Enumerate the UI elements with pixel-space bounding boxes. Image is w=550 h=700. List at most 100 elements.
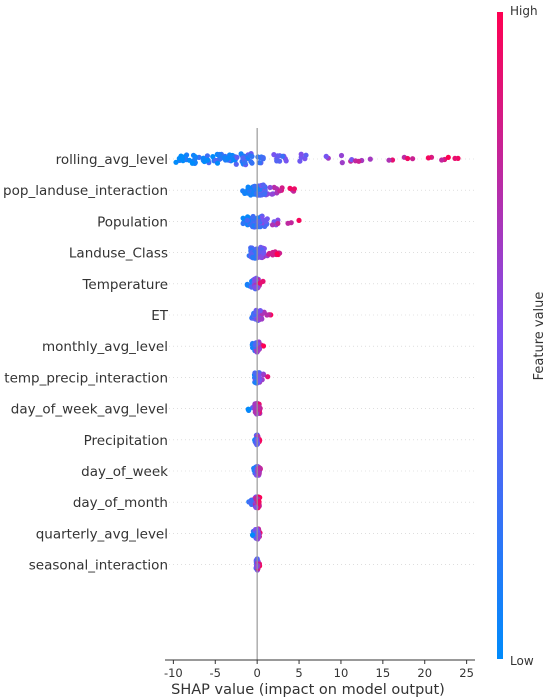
shap-point [210, 154, 216, 160]
shap-point [356, 158, 362, 164]
shap-point [261, 372, 267, 378]
shap-point [245, 184, 251, 190]
feature-label: day_of_month [73, 495, 168, 511]
shap-point [264, 312, 270, 318]
shap-point [247, 153, 253, 159]
shap-point [249, 532, 256, 538]
shap-point [252, 402, 258, 408]
shap-point [338, 152, 345, 159]
feature-label: Landuse_Class [69, 246, 168, 262]
shap-point [410, 156, 416, 162]
shap-point [217, 151, 223, 158]
shap-point [261, 249, 267, 256]
shap-point [283, 158, 289, 164]
shap-point [240, 155, 246, 161]
x-axis-ticks: -10 -5 0 5 10 15 20 25 [164, 660, 474, 680]
x-tick-label: 0 [253, 666, 260, 680]
shap-point [221, 155, 227, 161]
shap-point [266, 250, 272, 257]
feature-label: Temperature [81, 277, 168, 293]
shap-point [269, 222, 276, 228]
shap-point [258, 254, 264, 260]
shap-point [280, 153, 286, 159]
feature-rows: rolling_avg_level pop_landuse_interaction… [3, 152, 475, 574]
shap-point [265, 374, 271, 380]
feature-label: pop_landuse_interaction [3, 183, 168, 199]
shap-point [252, 277, 258, 283]
shap-point [240, 220, 246, 227]
shap-point [274, 251, 280, 257]
shap-point [192, 155, 198, 161]
shap-point [214, 160, 221, 166]
shap-point [250, 254, 256, 260]
shap-point [296, 217, 302, 223]
shap-point [245, 406, 251, 412]
shap-point [204, 153, 210, 159]
shap-point [439, 157, 445, 163]
shap-point [252, 342, 258, 348]
shap-point [256, 160, 263, 166]
shap-point [248, 159, 254, 165]
shap-point [255, 348, 261, 354]
shap-point [205, 157, 211, 163]
shap-point [257, 280, 263, 286]
feature-label: day_of_week_avg_level [11, 402, 168, 418]
shap-point [233, 161, 239, 167]
feature-label: monthly_avg_level [42, 339, 168, 355]
shap-point [244, 217, 250, 223]
shap-point [287, 185, 293, 191]
shap-point [260, 155, 266, 161]
shap-point [323, 153, 329, 159]
shap-point [269, 191, 275, 197]
x-tick-label: 10 [334, 666, 349, 680]
shap-point [405, 155, 411, 162]
feature-label: temp_precip_interaction [4, 370, 168, 386]
feature-label: day_of_week [81, 464, 168, 480]
shap-point [291, 186, 297, 192]
shap-point [445, 154, 451, 160]
shap-point [303, 152, 309, 158]
x-tick-label: -5 [210, 666, 221, 680]
shap-point [225, 155, 231, 161]
feature-label: seasonal_interaction [29, 558, 168, 574]
shap-point [242, 160, 248, 166]
shap-point [234, 154, 240, 160]
shap-point [253, 190, 260, 196]
shap-point [275, 153, 281, 159]
shap-point [274, 158, 280, 164]
feature-label: Precipitation [84, 433, 168, 449]
shap-point [250, 213, 256, 220]
feature-label: rolling_avg_level [56, 152, 168, 168]
feature-label: ET [151, 308, 169, 324]
shap-point [255, 465, 261, 471]
x-tick-label: -10 [164, 666, 183, 680]
shap-point [339, 160, 345, 166]
shap-point [244, 281, 250, 287]
shap-point [452, 155, 458, 161]
shap-point [252, 370, 258, 376]
x-tick-label: 25 [459, 666, 474, 680]
feature-label: quarterly_avg_level [36, 526, 168, 542]
x-tick-label: 15 [376, 666, 391, 680]
colorbar-title: Feature value [532, 292, 547, 381]
shap-point [386, 157, 392, 163]
shap-point [261, 191, 268, 197]
shap-point [277, 188, 283, 194]
shap-point [367, 156, 373, 162]
shap-points [173, 151, 461, 573]
colorbar-low-label: Low [510, 654, 534, 668]
shap-point [255, 499, 261, 505]
shap-point [200, 155, 206, 161]
shap-point [267, 184, 273, 191]
colorbar-high-label: High [510, 4, 538, 18]
feature-label: Population [97, 214, 168, 230]
shap-point [271, 184, 277, 190]
shap-point [180, 155, 186, 161]
shap-point [298, 151, 304, 157]
x-axis-label: SHAP value (impact on model output) [171, 682, 445, 698]
shap-point [173, 159, 179, 165]
shap-point [238, 151, 244, 157]
x-tick-label: 5 [295, 666, 302, 680]
shap-point [242, 190, 248, 196]
shap-point [263, 218, 269, 224]
